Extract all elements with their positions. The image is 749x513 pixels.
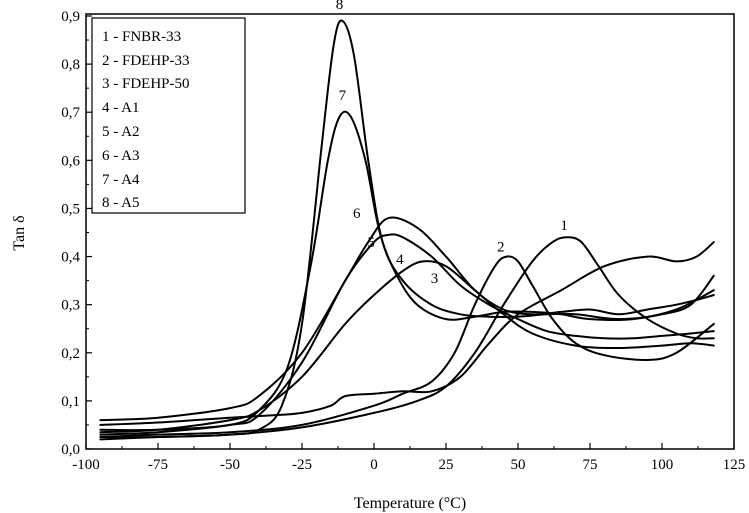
y-tick-label: 0,0 bbox=[61, 442, 80, 458]
peak-label-4: 4 bbox=[396, 252, 404, 268]
y-tick-label: 0,8 bbox=[61, 57, 80, 73]
legend-entry: 3 - FDEHP-50 bbox=[102, 76, 190, 92]
legend-entry: 4 - A1 bbox=[102, 100, 140, 116]
peak-label-6: 6 bbox=[353, 206, 361, 222]
legend-entry: 2 - FDEHP-33 bbox=[102, 53, 190, 69]
axis-ticks: -100 -75 -50 -25 0 25 50 75 100 1250,00,10,20,30,… bbox=[61, 9, 745, 473]
series-line-1 bbox=[99, 236, 715, 441]
x-tick-label: 25 bbox=[439, 457, 454, 473]
legend-box bbox=[91, 17, 246, 214]
x-tick-label: 100 bbox=[651, 457, 674, 473]
legend-entry: 1 - FNBR-33 bbox=[102, 29, 181, 45]
y-tick-label: 0,1 bbox=[61, 394, 80, 410]
series-line-6 bbox=[99, 216, 715, 422]
peak-label-5: 5 bbox=[367, 235, 375, 251]
x-tick-label: -100 bbox=[72, 457, 100, 473]
x-tick-label: 0 bbox=[370, 457, 378, 473]
y-tick-label: 0,2 bbox=[61, 346, 80, 362]
x-tick-label: -50 bbox=[220, 457, 240, 473]
y-tick-label: 0,6 bbox=[61, 153, 80, 169]
y-tick-label: 0,7 bbox=[61, 105, 80, 121]
y-axis-title: Tan δ bbox=[11, 215, 28, 250]
series-line-5 bbox=[99, 233, 715, 436]
series-line-4 bbox=[99, 260, 715, 434]
peak-label-8: 8 bbox=[336, 0, 344, 13]
peak-label-2: 2 bbox=[497, 240, 505, 256]
peak-label-7: 7 bbox=[339, 88, 347, 104]
legend-entry: 8 - A5 bbox=[102, 195, 140, 211]
y-tick-label: 0,4 bbox=[61, 250, 80, 266]
legend: 1 - FNBR-33 2 - FDEHP-33 3 - FDEHP-50 4 … bbox=[91, 17, 246, 214]
x-tick-label: 75 bbox=[583, 457, 598, 473]
peak-label-3: 3 bbox=[431, 271, 439, 287]
series-line-8 bbox=[99, 19, 715, 439]
y-tick-label: 0,9 bbox=[61, 9, 80, 25]
x-axis-title: Temperature (°C) bbox=[354, 495, 466, 512]
series-line-3 bbox=[99, 241, 715, 426]
x-tick-label: -25 bbox=[292, 457, 312, 473]
series-layer bbox=[99, 19, 715, 441]
legend-entry: 6 - A3 bbox=[102, 148, 140, 164]
peak-labels: 1 2 3 4 56 7 8 bbox=[336, 0, 568, 287]
legend-entry: 5 - A2 bbox=[102, 124, 140, 140]
x-tick-label: 125 bbox=[723, 457, 746, 473]
y-tick-label: 0,5 bbox=[61, 201, 80, 217]
x-tick-label: -75 bbox=[148, 457, 168, 473]
x-tick-label: 50 bbox=[511, 457, 526, 473]
legend-entry: 7 - A4 bbox=[102, 172, 140, 188]
peak-label-1: 1 bbox=[560, 218, 568, 234]
y-tick-label: 0,3 bbox=[61, 298, 80, 314]
series-line-2 bbox=[99, 255, 715, 438]
